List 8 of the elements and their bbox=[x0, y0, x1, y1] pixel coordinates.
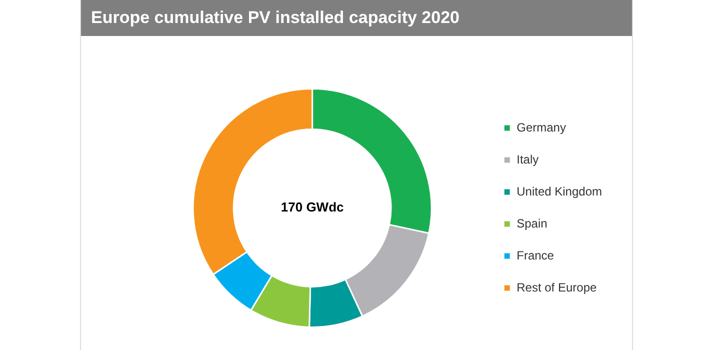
text: 170 GWdc bbox=[280, 200, 344, 215]
chart-title: Europe cumulative PV installed capacity 2020 bbox=[81, 0, 632, 36]
legend-label: Germany bbox=[516, 120, 566, 134]
legend-label: Italy bbox=[516, 152, 539, 166]
legend-label: France bbox=[516, 248, 554, 262]
legend-label: United Kingdom bbox=[516, 184, 602, 198]
legend-label: Spain bbox=[516, 216, 548, 230]
legend-label: Rest of Europe bbox=[516, 280, 597, 294]
